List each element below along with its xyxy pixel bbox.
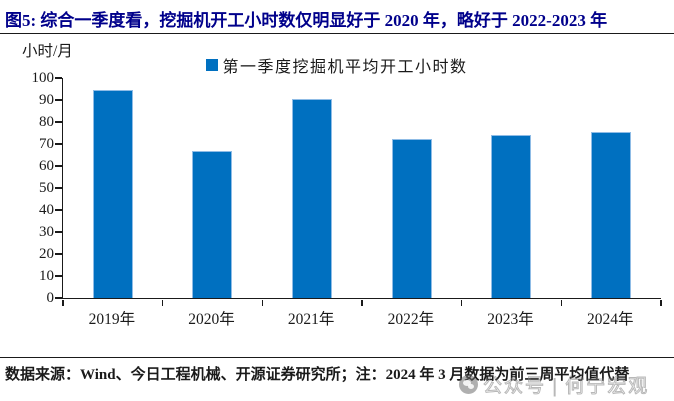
figure-title: 图5: 综合一季度看，挖掘机开工小时数仅明显好于 2020 年，略好于 2022… [5, 11, 608, 30]
y-tick-label: 50 [39, 180, 54, 196]
y-tick-mark [55, 275, 62, 277]
x-category-label: 2021年 [287, 311, 335, 328]
bar-slot [362, 78, 462, 298]
y-tick-label: 80 [39, 114, 54, 130]
chart-plot-area [55, 77, 662, 306]
y-tick-mark [55, 297, 62, 299]
x-category-label: 2019年 [88, 311, 136, 328]
chart-legend: 第一季度挖掘机平均开工小时数 [0, 53, 674, 77]
y-tick-label: 90 [39, 92, 54, 108]
x-category-label: 2022年 [387, 311, 435, 328]
y-tick-mark [55, 253, 62, 255]
bar-slot [561, 78, 661, 298]
footer-divider-line [0, 357, 674, 358]
title-divider-line [0, 33, 674, 34]
y-tick-label: 40 [39, 202, 54, 218]
data-source-note: 数据来源：Wind、今日工程机械、开源证券研究所；注：2024 年 3 月数据为… [5, 367, 630, 383]
y-tick-mark [55, 209, 62, 211]
legend-swatch-icon [206, 59, 219, 71]
x-tick-mark [161, 299, 164, 306]
y-tick-mark [55, 187, 62, 189]
y-axis-tick-labels: 0 10 20 30 40 50 60 70 80 90 100 [0, 71, 55, 306]
bar-2023年 [491, 135, 532, 298]
y-tick-mark [55, 165, 62, 167]
x-tick-mark [660, 299, 662, 306]
bar-2021年 [292, 98, 333, 298]
x-category-label: 2023年 [487, 311, 534, 328]
x-tick-mark [62, 299, 64, 306]
y-tick-label: 70 [39, 136, 54, 152]
y-tick-mark [55, 121, 62, 123]
y-tick-mark [55, 231, 62, 233]
x-tick-mark [460, 299, 463, 306]
bar-2020年 [192, 150, 233, 298]
y-tick-label: 20 [39, 246, 54, 262]
bar-2019年 [92, 90, 133, 298]
y-tick-mark [55, 99, 62, 101]
y-axis-unit-label: 小时/月 [22, 43, 73, 60]
x-tick-mark [560, 299, 563, 306]
bar-slot [63, 78, 163, 298]
y-tick-mark [55, 77, 62, 79]
bar-2022年 [391, 138, 432, 298]
x-tick-mark [261, 299, 264, 306]
bar-slot [462, 78, 562, 298]
y-tick-label: 0 [46, 290, 55, 306]
x-tick-mark [361, 299, 363, 306]
y-tick-label: 60 [39, 158, 54, 174]
y-tick-label: 100 [31, 70, 55, 86]
y-tick-mark [55, 143, 62, 145]
bar-slot [262, 78, 362, 298]
x-axis-category-labels: 2019年 2020年 2021年 2022年 2023年 2024年 [62, 307, 660, 329]
x-category-label: 2020年 [188, 311, 235, 328]
y-tick-label: 30 [39, 224, 54, 240]
bar-slot [163, 78, 263, 298]
bar-2024年 [591, 131, 632, 298]
y-tick-label: 10 [39, 268, 54, 284]
x-category-label: 2024年 [586, 311, 634, 328]
legend-series-label: 第一季度挖掘机平均开工小时数 [222, 59, 468, 76]
